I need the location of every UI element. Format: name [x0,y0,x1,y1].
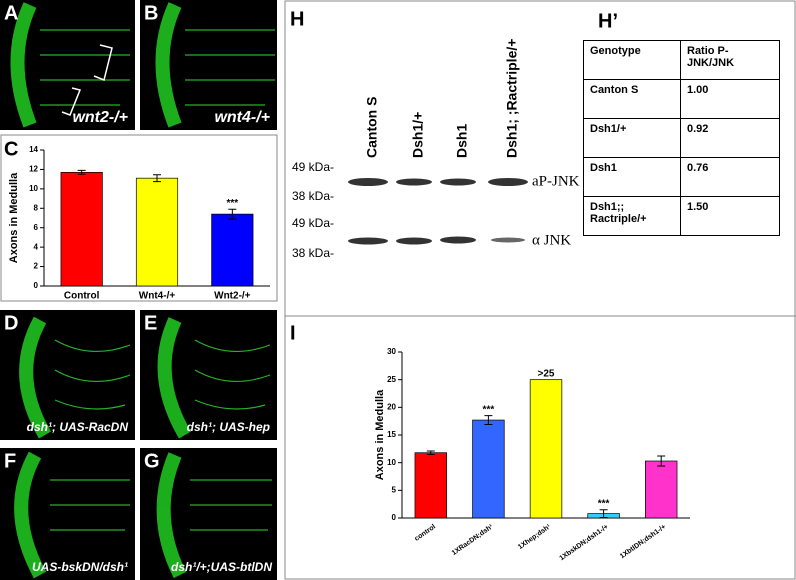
bar [472,419,505,519]
bar-annotation: *** [598,498,610,509]
panel-letter: C [4,138,18,160]
x-tick-label: 1XbskDN;dsh1-/+ [558,523,609,562]
y-axis-label: Axons in Medulla [374,389,386,480]
bar [60,171,103,287]
y-tick-label: 15 [387,430,396,439]
y-tick-label: 0 [392,513,397,522]
y-axis-label: Axons in Medulla [8,172,20,263]
table-cell: 0.76 [680,157,780,197]
panel-letter: H’ [598,10,618,32]
x-tick-label: 1XbtlDN;dsh1-/+ [619,523,667,560]
bar [414,452,447,519]
panel-letter: E [144,312,157,334]
panel-letter: B [144,2,158,24]
y-tick-label: 20 [387,402,396,411]
micrographs [0,0,277,580]
table-cell: Canton S [583,79,681,119]
panel-letter: I [290,322,296,344]
y-tick-label: 10 [29,184,38,193]
panel-letter: D [4,312,18,334]
table-cell: Genotype [583,40,681,80]
panel-caption: wnt4-/+ [214,109,270,126]
band-label: α JNK [532,232,571,248]
table-cell: Dsh1;; Ractriple/+ [583,196,681,236]
kda-marker: 49 kDa- [292,160,334,174]
y-tick-label: 14 [29,145,38,154]
error-bar [228,208,237,220]
panel-caption: UAS-bskDN/dsh¹ [32,560,128,574]
error-bar [77,169,86,175]
bar [645,460,678,519]
table-row: Genotype Ratio P-JNK/JNK [583,40,780,80]
table-cell: 0.92 [680,118,780,158]
lane-label: Dsh1/+ [410,112,426,158]
table-cell: Dsh1/+ [583,118,681,158]
kda-marker: 38 kDa- [292,246,334,260]
table-row: Dsh1 0.76 [583,157,780,197]
lane-label: Dsh1; ;Ractriple/+ [504,39,520,158]
y-tick-label: 25 [387,375,396,384]
band-label: aP-JNK [532,173,580,189]
y-tick-label: 5 [392,485,397,494]
panel-caption: wnt2-/+ [72,109,128,126]
y-tick-label: 0 [34,281,39,290]
table-row: Dsh1/+ 0.92 [583,118,780,158]
y-tick-label: 12 [29,165,38,174]
x-tick-label: 1XRacDN;dsh¹ [451,523,495,557]
panel-caption: dsh¹; UAS-RacDN [27,420,129,434]
x-tick-label: Wnt2-/+ [214,291,251,302]
panel-h-frame [284,0,796,580]
y-tick-label: 8 [34,203,39,212]
bar [135,177,179,287]
x-tick-label: Control [64,291,100,302]
x-tick-label: control [414,523,437,542]
table-cell: Ratio P-JNK/JNK [680,40,780,80]
table-cell: Dsh1 [583,157,681,197]
panel-letter: G [144,450,160,472]
bar-annotation: *** [226,198,238,209]
y-tick-label: 2 [34,262,39,271]
panel-caption: dsh¹; UAS-hep [187,420,270,434]
bar [211,213,254,287]
panel-c-frame [0,134,278,302]
lane-label: Dsh1 [454,124,470,158]
table-cell: 1.00 [680,79,780,119]
blot-bands [348,178,528,245]
error-bar [426,450,435,455]
kda-marker: 49 kDa- [292,216,334,230]
y-tick-label: 30 [387,347,396,356]
panel-caption: dsh¹/+;UAS-btlDN [171,560,272,574]
x-tick-label: Wnt4-/+ [139,291,176,302]
table-cell: 1.50 [680,196,780,236]
error-bar [153,174,161,183]
kda-marker: 38 kDa- [292,189,334,203]
lane-label: Canton S [364,97,380,158]
y-tick-label: 10 [387,458,396,467]
error-bar [657,455,666,467]
table-row: Canton S 1.00 [583,79,780,119]
panel-letter: A [4,2,18,24]
error-bar [599,509,608,518]
bar-annotation: >25 [538,368,555,379]
panel-letter: H [290,8,304,30]
error-bar [484,415,493,425]
y-tick-label: 6 [34,223,39,232]
x-tick-label: 1Xhep;dsh¹ [517,523,553,551]
table-row: Dsh1;; Ractriple/+ 1.50 [583,196,780,236]
ratio-table: Genotype Ratio P-JNK/JNK Canton S 1.00 Dsh1/… [583,40,780,236]
bar-annotation: *** [483,404,495,415]
bar [529,379,563,519]
panel-letter: F [4,450,16,472]
y-tick-label: 4 [34,242,39,251]
